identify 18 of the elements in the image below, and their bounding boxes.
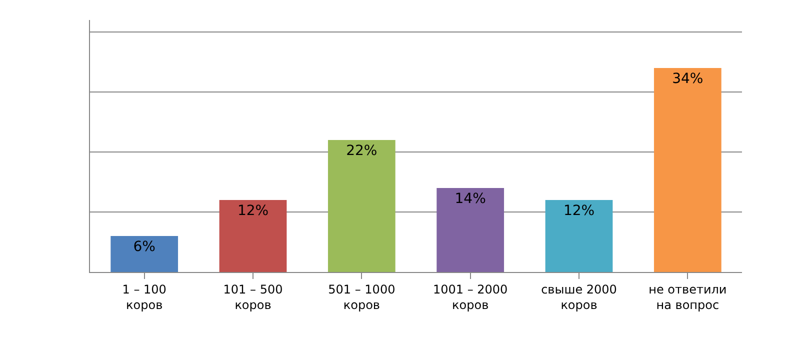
- data-label: 34%: [672, 71, 704, 87]
- bar: [110, 236, 178, 272]
- data-label: 12%: [237, 203, 269, 219]
- bar: [545, 200, 613, 272]
- x-tick-label: свыше 2000 коров: [541, 282, 617, 312]
- bar: [436, 188, 504, 272]
- bar: [328, 140, 396, 272]
- bar: [219, 200, 287, 272]
- x-tick-label: 1001 – 2000 коров: [432, 282, 508, 312]
- data-label: 22%: [346, 143, 378, 159]
- bar: [654, 68, 722, 272]
- data-label: 14%: [454, 191, 486, 207]
- x-tick-label: 501 – 1000 коров: [328, 282, 396, 312]
- data-label: 6%: [133, 239, 156, 255]
- x-tick-label: 101 – 500 коров: [223, 282, 283, 312]
- data-label: 12%: [563, 203, 595, 219]
- x-tick-label: 1 – 100 коров: [122, 282, 166, 312]
- x-tick-label: не ответили на вопрос: [648, 282, 727, 312]
